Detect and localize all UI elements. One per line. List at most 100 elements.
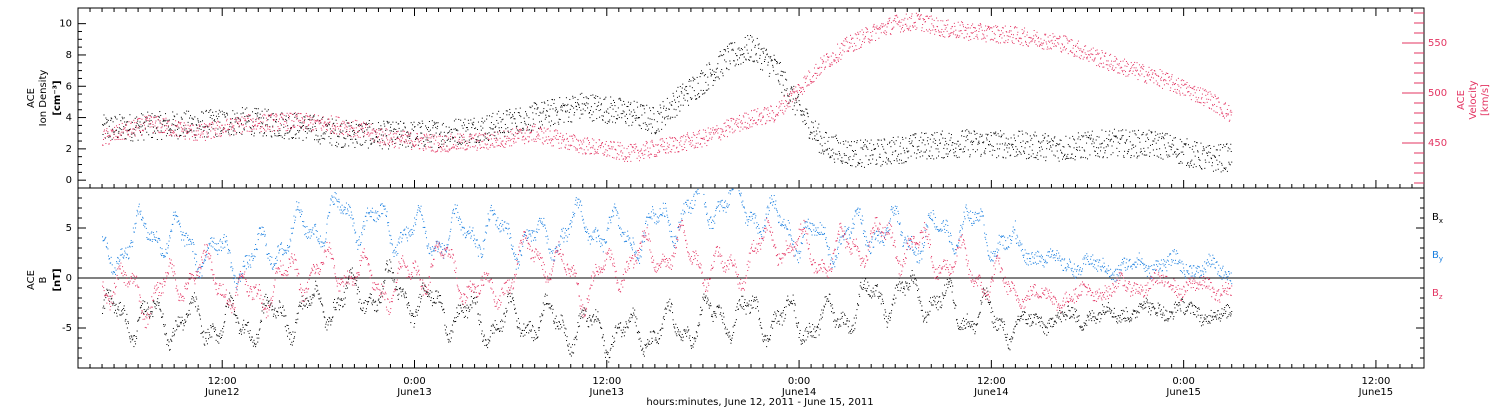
data-point [507,130,509,132]
data-point [851,149,853,151]
data-point [305,127,307,129]
data-point [1101,52,1103,54]
data-point [926,158,928,160]
data-point [231,126,233,128]
data-point [819,73,821,75]
data-point [616,118,618,120]
data-point [785,90,787,92]
data-point [426,129,428,131]
data-point [669,118,671,120]
data-point [838,152,840,154]
data-point [217,120,219,122]
data-point [131,339,133,341]
data-point [705,89,707,91]
data-point [661,144,663,146]
data-point [514,118,516,120]
data-point [1149,144,1151,146]
data-point [1066,39,1068,41]
data-point [1119,67,1121,69]
data-point [501,132,503,134]
data-point [624,160,626,162]
data-point [917,14,919,16]
data-point [244,116,246,118]
data-point [287,129,289,131]
data-point [589,109,591,111]
data-point [1017,154,1019,156]
data-point [809,137,811,139]
data-point [402,144,404,146]
data-point [158,304,160,306]
data-point [398,127,400,129]
data-point [639,125,641,127]
data-point [1166,83,1168,85]
data-point [116,138,118,140]
data-point [667,145,669,147]
data-point [390,123,392,125]
data-point [947,155,949,157]
data-point [1080,157,1082,159]
data-point [489,146,491,148]
data-point [1177,84,1179,86]
data-point [1094,58,1096,60]
data-point [738,57,740,59]
data-point [594,97,596,99]
data-point [460,144,462,146]
data-point [804,119,806,121]
data-point [1112,70,1114,72]
data-point [490,122,492,124]
data-point [341,146,343,148]
data-point [778,107,780,109]
data-point [1150,70,1152,72]
data-point [1077,132,1079,134]
data-point [668,108,670,110]
data-point [1012,37,1014,39]
data-point [914,133,916,135]
data-point [300,113,302,115]
data-point [245,120,247,122]
data-point [625,158,627,160]
data-point [137,320,139,322]
data-point [1207,91,1209,93]
data-point [1001,27,1003,29]
data-point [156,139,158,141]
data-point [548,115,550,117]
data-point [680,104,682,106]
data-point [1008,31,1010,33]
data-point [1229,119,1231,121]
data-point [363,136,365,138]
data-point [572,97,574,99]
data-point [338,117,340,119]
data-point [223,112,225,114]
data-point [925,149,927,151]
data-point [1106,157,1108,159]
data-point [561,105,563,107]
data-point [1199,159,1201,161]
data-point [760,68,762,70]
data-point [1016,155,1018,157]
data-point [1126,153,1128,155]
data-point [711,73,713,75]
data-point [602,146,604,148]
data-point [1188,164,1190,166]
data-point [1107,145,1109,147]
data-point [1025,158,1027,160]
data-point [209,110,211,112]
data-point [835,54,837,56]
data-point [248,120,250,122]
data-point [1019,37,1021,39]
data-point [409,137,411,139]
data-point [638,124,640,126]
data-point [332,131,334,133]
data-point [485,144,487,146]
data-point [1148,71,1150,73]
data-point [410,132,412,134]
data-point [594,150,596,152]
data-point [735,53,737,55]
data-point [624,103,626,105]
data-point [915,133,917,135]
data-point [255,128,257,130]
data-point [218,126,220,128]
data-point [121,131,123,133]
data-point [1140,148,1142,150]
data-point [160,132,162,134]
